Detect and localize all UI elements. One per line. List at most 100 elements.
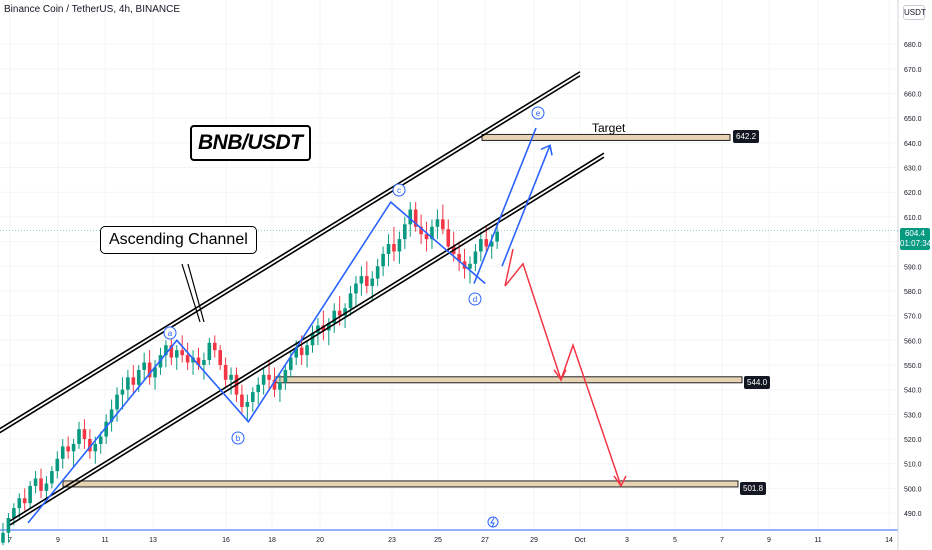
channel-callout: Ascending Channel	[100, 226, 257, 254]
time-tick-label: 18	[268, 537, 276, 544]
candle-body	[93, 443, 98, 452]
candle-body	[473, 251, 478, 264]
symbol-title: Binance Coin / TetherUS, 4h, BINANCE	[4, 4, 181, 15]
candle-body	[71, 443, 76, 452]
candle-body	[375, 266, 380, 279]
wave-label-e-circle	[531, 106, 545, 120]
time-tick-label: 9	[767, 537, 771, 544]
candle-body	[1, 532, 5, 543]
chart-grid	[0, 0, 899, 550]
candle-body	[321, 325, 326, 331]
price-tick-label: 520.0	[904, 437, 922, 444]
candle-body	[495, 231, 499, 242]
candle-body	[403, 224, 407, 240]
time-tick-label: 5	[673, 537, 677, 544]
candle-body	[207, 342, 212, 361]
candle-body	[441, 219, 445, 230]
candle-body	[109, 409, 114, 422]
price-tick-label: 670.0	[904, 67, 922, 74]
candle-body	[169, 345, 174, 358]
channel-upper-line	[0, 75, 581, 434]
time-tick-label: 9	[56, 537, 60, 544]
candle-body	[267, 374, 271, 380]
wave-path	[473, 127, 537, 284]
channel-upper-line	[0, 71, 581, 430]
candle-body	[142, 362, 146, 370]
candle-body	[419, 226, 423, 235]
candle-body	[310, 332, 315, 346]
candle-body	[386, 244, 391, 254]
target-price-label: 642.2	[733, 130, 760, 143]
currency-badge[interactable]: USDT	[903, 5, 926, 20]
arrow-head	[613, 475, 627, 488]
candle-body	[77, 429, 81, 444]
candle-body	[180, 350, 184, 356]
candle-body	[468, 263, 472, 269]
support-2-price-label: 501.8	[740, 482, 767, 495]
candle-body	[223, 364, 228, 380]
wave-label-b: b	[236, 434, 241, 443]
title-box: BNB/USDT	[190, 125, 311, 161]
channel-lower-line	[9, 156, 605, 526]
price-tick-label: 500.0	[904, 486, 922, 493]
bullish-arrow	[501, 145, 551, 267]
candle-body	[479, 239, 483, 252]
candle-body	[153, 367, 157, 378]
candle-body	[196, 357, 201, 365]
lightning-icon	[490, 517, 495, 528]
time-tick-label: 25	[434, 537, 442, 544]
candlesticks	[1, 202, 499, 546]
price-tick-label: 570.0	[904, 314, 922, 321]
time-tick-label: 16	[222, 537, 230, 544]
candle-body	[55, 458, 60, 472]
time-tick-label: 14	[885, 537, 893, 544]
candle-body	[256, 384, 261, 393]
price-tick-label: 560.0	[904, 338, 922, 345]
wave-path	[27, 200, 486, 524]
candle-body	[28, 485, 32, 504]
wave-label-c-circle	[392, 183, 406, 197]
callout-pointer	[181, 263, 201, 323]
price-tick-label: 580.0	[904, 289, 922, 296]
candle-body	[359, 276, 364, 284]
candle-body	[446, 229, 451, 247]
time-tick-label: 23	[388, 537, 396, 544]
candle-body	[261, 374, 266, 385]
wave-label-b-circle	[231, 431, 245, 445]
candle-body	[60, 446, 65, 459]
candle-body	[489, 241, 494, 247]
candle-body	[66, 446, 70, 452]
price-tick-label: 650.0	[904, 116, 922, 123]
time-tick-label: 20	[316, 537, 324, 544]
candle-body	[88, 439, 92, 452]
price-tick-label: 660.0	[904, 92, 922, 99]
wave-label-a: a	[168, 329, 173, 338]
candle-body	[370, 278, 375, 287]
support-1-price-label: 544.0	[744, 376, 771, 389]
price-tick-label: 510.0	[904, 462, 922, 469]
candle-body	[115, 394, 119, 410]
support-zone-1	[275, 376, 743, 384]
candle-body	[305, 345, 309, 356]
candle-body	[126, 377, 130, 390]
channel-lower-line	[9, 152, 605, 522]
price-tick-label: 620.0	[904, 190, 922, 197]
candle-body	[136, 369, 141, 385]
time-tick-label: 11	[101, 537, 108, 544]
bar-countdown: 01:07:34	[900, 239, 932, 248]
price-tick-label: 550.0	[904, 363, 922, 370]
arrow-head	[553, 369, 567, 382]
candle-body	[98, 436, 103, 444]
candle-body	[348, 293, 353, 309]
current-price-value: 604.4	[904, 229, 926, 238]
candle-body	[164, 345, 168, 356]
candle-body	[278, 382, 282, 390]
time-tick-label: Oct	[575, 537, 586, 544]
time-tick-label: 29	[530, 537, 538, 544]
candle-body	[147, 362, 152, 378]
candle-body	[397, 239, 402, 252]
candle-body	[457, 253, 461, 262]
candle-body	[337, 310, 342, 316]
